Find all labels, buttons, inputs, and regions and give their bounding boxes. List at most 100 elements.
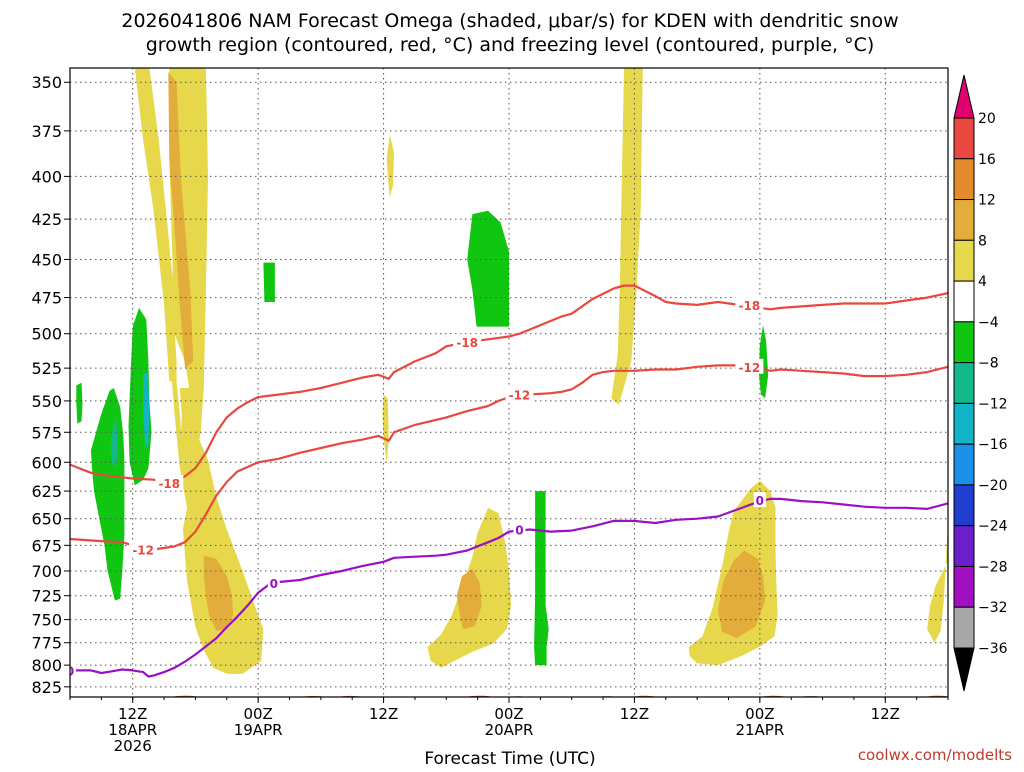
omega-region-pos8-5 — [203, 555, 234, 631]
tick-label-x-6-0: 12Z — [118, 705, 147, 723]
colorbar-bin-0 — [953, 74, 975, 119]
colorbar: 20 16 12 8 4 −4 −8 −12 −16 −20 −24 −28 −32 −36 — [953, 74, 1008, 692]
colorbar-bin-8 — [953, 402, 975, 445]
dgz-minus12-label-2: -12 — [739, 361, 761, 375]
tick-label-y-625: 625 — [31, 482, 62, 501]
tick-label-x-66-0: 00Z — [745, 705, 774, 723]
tick-label-x-18-1: 19APR — [234, 721, 283, 739]
freezing-level-label-bg — [70, 662, 76, 678]
tick-label-x-66-1: 21APR — [735, 721, 784, 739]
dgz-minus18-label-2: -18 — [739, 299, 761, 313]
tick-label-x-78-0: 12Z — [871, 705, 900, 723]
colorbar-label-8: −16 — [978, 437, 1008, 453]
colorbar-label-3: 8 — [978, 233, 987, 249]
tick-label-x-6-1: 18APR — [108, 721, 157, 739]
tick-label-x-30-0: 12Z — [369, 705, 398, 723]
colorbar-label-13: −36 — [978, 641, 1008, 657]
tick-label-y-725: 725 — [31, 587, 62, 606]
tick-label-y-375: 375 — [31, 122, 62, 141]
tick-label-y-650: 650 — [31, 510, 62, 529]
colorbar-bin-10 — [953, 484, 975, 527]
omega-region-pos8-12 — [718, 550, 766, 639]
credit-text: coolwx.com/modelts — [858, 746, 1012, 764]
colorbar-label-10: −24 — [978, 519, 1008, 535]
tick-label-y-500: 500 — [31, 325, 62, 344]
dgz-minus12-label-bg — [129, 541, 158, 557]
omega-region-neg4-19 — [263, 262, 275, 302]
freezing-level-label-1: 0 — [270, 577, 278, 591]
dgz-minus12-label-0: -12 — [132, 543, 154, 557]
tick-label-x-6-2: 2026 — [114, 737, 152, 755]
title-line-1: 2026041806 NAM Forecast Omega (shaded, μ… — [121, 10, 898, 32]
tick-label-y-475: 475 — [31, 289, 62, 308]
title-line-2: growth region (contoured, red, °C) and f… — [146, 34, 875, 56]
omega-region-neg4-14 — [76, 382, 83, 424]
omega-region-pos4-7 — [382, 394, 389, 463]
tick-label-y-550: 550 — [31, 392, 62, 411]
freezing-level-label-0: 0 — [66, 664, 74, 678]
freezing-level-label-3: 0 — [756, 494, 764, 508]
dgz-minus12-label-bg — [735, 358, 764, 374]
omega-region-neg8-17 — [110, 416, 119, 469]
colorbar-bin-12 — [953, 565, 975, 608]
chart-title: 2026041806 NAM Forecast Omega (shaded, μ… — [121, 10, 898, 56]
colorbar-bin-6 — [953, 321, 975, 364]
colorbar-label-12: −32 — [978, 600, 1008, 616]
colorbar-label-9: −20 — [978, 478, 1008, 494]
tick-label-y-800: 800 — [31, 656, 62, 675]
freezing-level-line — [70, 497, 948, 678]
tick-label-x-42-1: 20APR — [485, 721, 534, 739]
tick-label-x-18-0: 00Z — [243, 705, 272, 723]
tick-label-y-575: 575 — [31, 423, 62, 442]
omega-region-pos4-0 — [132, 68, 185, 492]
colorbar-label-7: −12 — [978, 396, 1008, 412]
tick-label-y-450: 450 — [31, 250, 62, 269]
omega-region-neg4-21 — [534, 491, 549, 666]
colorbar-bin-3 — [953, 199, 975, 241]
omega-region-pos8-3 — [168, 72, 194, 369]
dgz-minus18-label-1: -18 — [456, 336, 478, 350]
dgz-minus12-label-bg — [505, 386, 534, 402]
omega-region-pos4-13 — [927, 518, 948, 643]
colorbar-label-2: 12 — [978, 193, 996, 209]
colorbar-label-6: −8 — [978, 356, 999, 372]
tick-label-y-600: 600 — [31, 453, 62, 472]
dgz-minus18-label-bg — [453, 334, 482, 350]
freezing-level-label-2: 0 — [515, 523, 523, 537]
freezing-level-label-bg — [753, 492, 766, 508]
dgz-minus18-label-bg — [735, 296, 764, 312]
omega-region-pos4-1 — [134, 68, 177, 382]
colorbar-bin-2 — [953, 158, 975, 201]
colorbar-label-11: −28 — [978, 559, 1008, 575]
y-axis: 350 375 400 425 450 475 500 525 550 575 600 625 650 6… — [31, 73, 70, 697]
colorbar-label-0: 20 — [978, 111, 996, 127]
omega-region-neg4-20 — [467, 210, 509, 327]
omega-region-pos8-10 — [456, 569, 482, 629]
colorbar-label-1: 16 — [978, 152, 996, 168]
colorbar-bin-7 — [953, 362, 975, 404]
x-axis-label: Forecast Time (UTC) — [424, 749, 595, 768]
colorbar-bin-9 — [953, 443, 975, 486]
omega-region-pos4-8 — [611, 68, 643, 405]
dgz-minus18-label-bg — [155, 475, 184, 491]
colorbar-label-5: −4 — [978, 315, 999, 331]
tick-label-x-54-0: 12Z — [620, 705, 649, 723]
colorbar-bin-14 — [953, 647, 975, 692]
tick-label-y-700: 700 — [31, 562, 62, 581]
tick-label-x-42-0: 00Z — [494, 705, 523, 723]
dgz-minus18-line — [70, 284, 948, 485]
tick-label-y-675: 675 — [31, 536, 62, 555]
omega-region-neg12-18 — [143, 372, 150, 448]
dgz-minus18-label-0: -18 — [158, 477, 180, 491]
contour-lines: -18 -18 -18 -12 -12 -12 0 0 0 0 — [66, 284, 948, 678]
omega-region-neg4-15 — [90, 388, 125, 601]
freezing-level-label-bg — [267, 574, 280, 590]
tick-label-y-350: 350 — [31, 73, 62, 92]
tick-label-y-750: 750 — [31, 611, 62, 630]
colorbar-label-4: 4 — [978, 274, 987, 290]
tick-label-y-825: 825 — [31, 678, 62, 697]
tick-label-y-425: 425 — [31, 210, 62, 229]
tick-label-y-775: 775 — [31, 634, 62, 653]
